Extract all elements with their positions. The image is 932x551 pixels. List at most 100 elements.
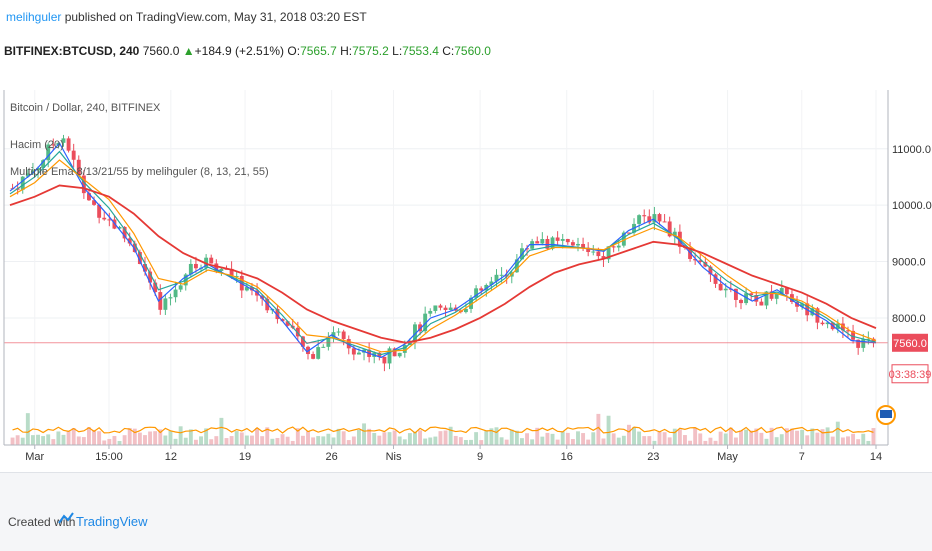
candle-body [30,170,35,174]
volume-bar [295,428,300,445]
volume-bar [362,423,366,445]
candle-body [565,238,570,243]
volume-bar [351,436,356,445]
candle-body [769,291,774,299]
volume-bar [693,427,698,445]
candle-body [713,274,718,284]
candle-body [351,348,356,355]
volume-bar [387,432,392,445]
volume-bar [199,436,203,445]
volume-bar [25,413,30,445]
volume-bar [367,428,372,445]
volume-bar [576,431,580,445]
volume-bar [346,440,351,445]
candle-body [693,258,698,261]
volume-bar [407,433,412,445]
candle-body [193,263,198,269]
volume-bar [76,436,81,445]
volume-bar [463,440,468,445]
y-tick-label: 8000.0 [892,313,926,325]
price-tag [892,333,928,352]
volume-bar [438,431,443,445]
volume-bar [733,437,738,445]
volume-bar [36,434,40,445]
candle-body [71,150,76,160]
low-value: 7553.4 [402,44,439,58]
volume-bar [840,437,845,445]
x-tick-label: Nis [386,451,402,463]
candle-body [81,175,86,194]
candle-body [494,274,499,282]
candle-body [499,274,504,276]
volume-bar [749,430,754,445]
candle-body [87,193,91,201]
candle-body [555,237,560,241]
volume-bar [321,436,326,445]
volume-bar [443,430,448,445]
candle-body [586,247,591,252]
volume-bar [300,435,305,445]
legend-ema: Multiple Ema 8/13/21/55 by melihguler (8… [10,166,269,178]
candle-body [642,215,647,217]
candle-body [810,308,815,316]
candle-body [132,243,137,253]
volume-bar [698,433,703,445]
volume-bar [132,428,137,445]
candle-body [846,330,850,332]
volume-bar [565,432,570,445]
legend-volume: Hacim (20) [10,139,64,151]
candle-body [535,241,540,244]
volume-bar [581,433,586,445]
candle-body [576,243,580,246]
price-chart[interactable]: 11000.0 10000.0 9000.0 8000.0 Mar 15:00 12 19 2… [0,90,932,472]
candle-body [657,214,662,222]
candle-body [433,305,438,311]
candle-body [611,246,616,248]
volume-bar [774,437,779,445]
volume-bar [418,430,423,445]
volume-bar [754,428,759,445]
volume-bar [244,435,249,445]
volume-bar [560,431,565,445]
volume-bar [290,440,295,445]
candle-body [514,259,519,273]
volume-bar [657,431,662,445]
y-tick-label: 11000.0 [892,144,931,156]
volume-bar [652,440,657,445]
volume-bar [382,432,387,445]
volume-bar [851,433,856,445]
volume-bar [188,429,193,445]
volume-bar [632,427,636,445]
x-tick-label: 12 [165,451,177,463]
candle-body [20,176,25,190]
volume-bar [46,434,51,445]
volume-bar [178,426,183,445]
tradingview-logo-icon[interactable] [58,511,74,527]
symbol-line: BITFINEX:BTCUSD, 240 7560.0 ▲+184.9 (+2.… [4,44,491,58]
open-label: O: [287,44,301,58]
tradingview-brand[interactable]: TradingView [76,514,148,529]
candle-body [647,216,652,223]
volume-bar [769,427,774,445]
volume-bar [107,438,112,445]
candle-body [621,232,626,246]
volume-ma-line [12,426,874,434]
candle-body [489,281,494,286]
volume-bar [504,439,509,445]
open-value: 7565.7 [300,44,337,58]
volume-bar [800,429,805,445]
volume-bar [810,428,815,445]
volume-bar [143,435,147,445]
candle-body [866,338,871,340]
volume-bar [71,428,76,445]
candle-body [779,288,784,294]
candle-body [423,313,428,332]
volume-bar [229,436,234,445]
author-link[interactable]: melihguler [6,10,62,24]
candle-body [51,144,56,146]
candle-body [76,159,81,176]
candle-body [316,347,321,359]
volume-bar [611,433,616,445]
volume-bar [239,432,244,445]
price-change: +184.9 (+2.51%) [194,44,285,58]
